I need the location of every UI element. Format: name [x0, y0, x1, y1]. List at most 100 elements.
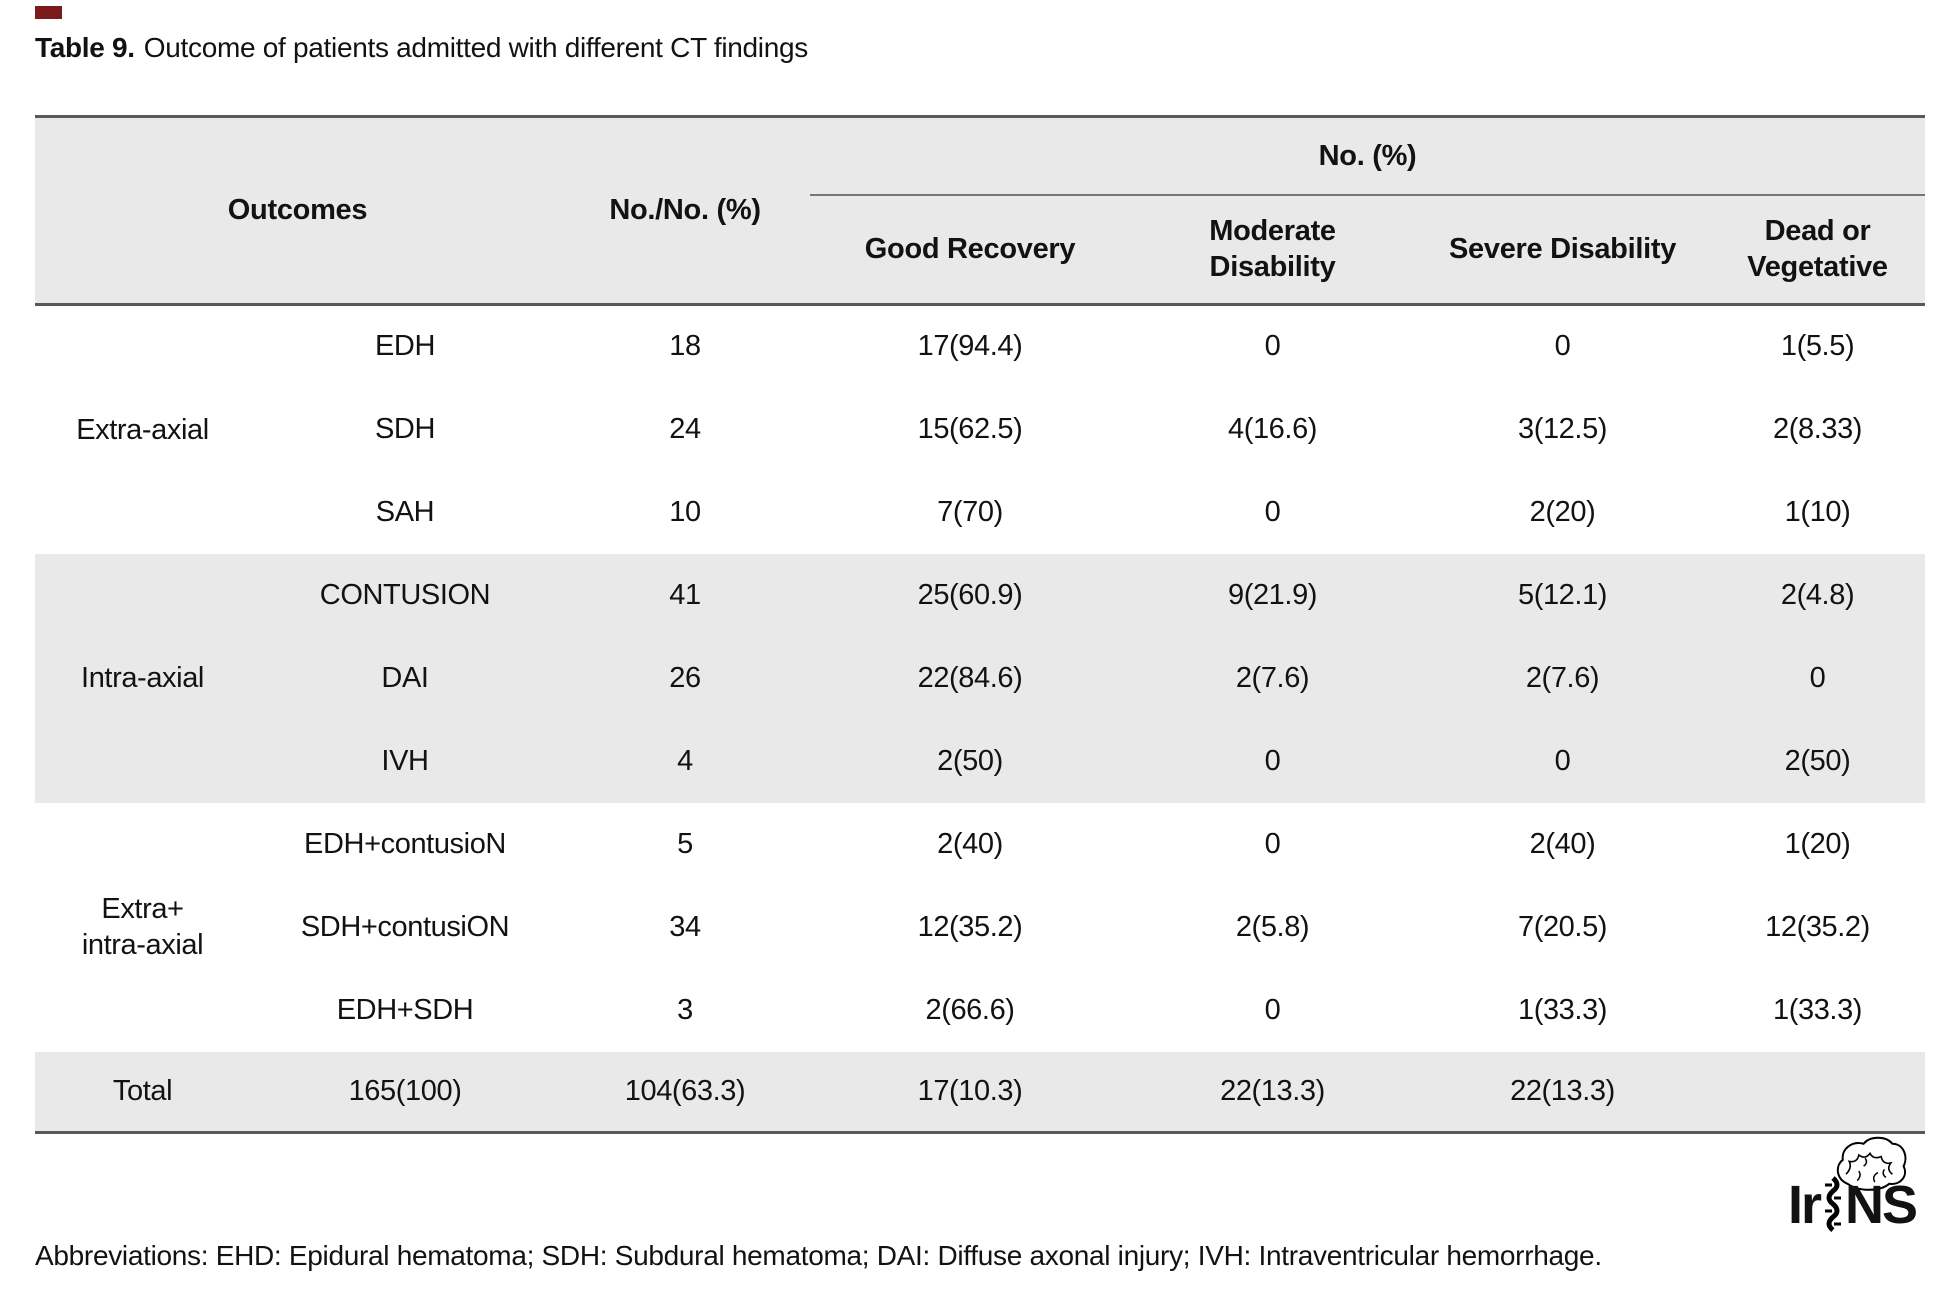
table-row-sdh: SDH 24 15(62.5) 4(16.6) 3(12.5) 2(8.33): [35, 388, 1925, 471]
cell-moderate: 0: [1130, 719, 1416, 803]
brain-icon: [1836, 1136, 1907, 1191]
table-row-contusion: Intra-axial CONTUSION 41 25(60.9) 9(21.9…: [35, 553, 1926, 803]
cell-moderate: 4(16.6): [1227, 412, 1318, 445]
table-row-ivh: IVH 4 2(50) 0 0 2(50): [35, 719, 1926, 803]
cell-n: 26: [560, 636, 811, 720]
total-cell: 104(63.3): [560, 1051, 811, 1134]
cell-subtype: IVH: [250, 719, 561, 803]
cell-severe: 2(40): [1529, 827, 1596, 860]
header-no-no: No./No. (%): [560, 116, 811, 306]
table-body: Extra-axial EDH 18 17(94.4) 0 0 1(5.5) S…: [35, 305, 1926, 1134]
table-row-total: Total 165(100) 104(63.3) 17(10.3) 22(13.…: [35, 1051, 1926, 1134]
cell-subtype: SDH: [374, 412, 436, 445]
cell-dead: 2(4.8): [1710, 553, 1926, 637]
logo-text-left: Ir: [1788, 1175, 1822, 1235]
table-row-edh-sdh: EDH+SDH 3 2(66.6) 0 1(33.3) 1(33.3): [35, 969, 1925, 1052]
corner-mark: [35, 6, 62, 19]
total-cell: 17(10.3): [810, 1051, 1131, 1134]
logo-text-right: NS: [1845, 1175, 1918, 1235]
table-row-edh: Extra-axial EDH 18 17(94.4) 0 0 1(5.5): [35, 305, 1925, 445]
cell-n: 5: [677, 827, 693, 860]
cell-subtype: SDH+contusiON: [300, 910, 510, 943]
cell-dead: 2(8.33): [1772, 412, 1863, 445]
total-cell: 165(100): [250, 1051, 561, 1134]
cell-severe: 3(12.5): [1517, 412, 1608, 445]
cell-good: 22(84.6): [810, 636, 1131, 720]
group-label-intra-axial: Intra-axial: [35, 553, 250, 803]
cell-dead: 1(10): [1784, 495, 1851, 528]
header-row-sub: Good Recovery Moderate Disability Severe…: [35, 194, 1926, 306]
cell-dead: 1(33.3): [1772, 993, 1863, 1026]
cell-good: 15(62.5): [917, 412, 1023, 445]
cell-severe: 5(12.1): [1415, 553, 1711, 637]
total-cell: 22(13.3): [1415, 1051, 1711, 1134]
table-title: Table 9. Outcome of patients admitted wit…: [35, 32, 808, 64]
spine-icon: [1825, 1176, 1842, 1232]
cell-moderate: 2(5.8): [1235, 910, 1310, 943]
cell-severe: 7(20.5): [1517, 910, 1608, 943]
table-row-sah: SAH 10 7(70) 0 2(20) 1(10): [35, 471, 1925, 554]
cell-good: 2(66.6): [925, 993, 1015, 1026]
cell-moderate: 0: [1264, 495, 1281, 528]
table-row-edh-contusion: Extra+ intra-axial EDH+contusioN 5 2(40)…: [35, 803, 1925, 962]
outcomes-table: Outcomes No./No. (%) No. (%) Good Recove…: [35, 115, 1926, 1134]
table-title-text: Outcome of patients admitted with differ…: [143, 32, 808, 63]
cell-severe: 2(20): [1529, 495, 1596, 528]
table-row-dai: DAI 26 22(84.6) 2(7.6) 2(7.6) 0: [35, 636, 1926, 720]
cell-severe: 0: [1554, 330, 1571, 363]
cell-severe: 0: [1415, 719, 1711, 803]
cell-n: 4: [560, 719, 811, 803]
journal-logo-text: Ir NS: [1788, 1175, 1918, 1235]
cell-good: 12(35.2): [917, 910, 1023, 943]
abbreviations-note: Abbreviations: EHD: Epidural hematoma; S…: [35, 1240, 1602, 1271]
cell-subtype: CONTUSION: [250, 553, 561, 637]
total-cell: 22(13.3): [1130, 1051, 1416, 1134]
cell-good: 2(50): [810, 719, 1131, 803]
cell-subtype: EDH+contusioN: [304, 827, 506, 860]
cell-n: 10: [669, 495, 701, 528]
total-label: Total: [35, 1051, 250, 1134]
cell-n: 3: [677, 993, 693, 1026]
header-row-top: Outcomes No./No. (%) No. (%): [35, 116, 1926, 306]
cell-moderate: 0: [1264, 993, 1281, 1026]
cell-dead: 12(35.2): [1765, 910, 1870, 943]
total-cell: [1710, 1051, 1926, 1134]
cell-good: 2(40): [937, 827, 1003, 860]
header-moderate-disability: Moderate Disability: [1130, 194, 1416, 306]
cell-subtype: SAH: [375, 495, 435, 528]
group-label-extra-intra-axial: Extra+ intra-axial: [81, 892, 204, 961]
cell-n: 41: [560, 553, 811, 637]
cell-dead: 1(5.5): [1780, 330, 1855, 363]
cell-good: 17(94.4): [917, 330, 1023, 363]
cell-severe: 2(7.6): [1415, 636, 1711, 720]
cell-subtype: EDH+SDH: [336, 993, 474, 1026]
group-label-extra-axial: Extra-axial: [76, 413, 209, 446]
header-outcomes: Outcomes: [35, 116, 561, 306]
cell-n: 24: [669, 412, 701, 445]
cell-n: 34: [669, 910, 701, 943]
header-good-recovery: Good Recovery: [810, 194, 1131, 306]
cell-moderate: 0: [1264, 330, 1281, 363]
cell-dead: 1(20): [1784, 827, 1851, 860]
table-header: Outcomes No./No. (%) No. (%) Good Recove…: [35, 116, 1926, 306]
header-moderate-disability-label: Moderate Disability: [1209, 215, 1336, 284]
header-dead-vegetative: Dead or Vegetative: [1710, 194, 1926, 306]
cell-severe: 1(33.3): [1517, 993, 1608, 1026]
cell-good: 7(70): [937, 495, 1003, 528]
cell-dead: 0: [1710, 636, 1926, 720]
cell-good: 25(60.9): [810, 553, 1131, 637]
cell-n: 18: [669, 330, 701, 363]
header-severe-disability-label: Severe Disability: [1449, 233, 1677, 266]
cell-moderate: 2(7.6): [1130, 636, 1416, 720]
header-good-recovery-label: Good Recovery: [864, 233, 1076, 266]
table-title-label: Table 9.: [35, 32, 135, 63]
header-no-pct: No. (%): [810, 116, 1926, 196]
header-severe-disability: Severe Disability: [1415, 194, 1711, 306]
cell-moderate: 9(21.9): [1130, 553, 1416, 637]
cell-subtype: EDH: [374, 330, 436, 363]
table-row-sdh-contusion: SDH+contusiON 34 12(35.2) 2(5.8) 7(20.5)…: [35, 886, 1925, 969]
cell-dead: 2(50): [1710, 719, 1926, 803]
cell-moderate: 0: [1264, 827, 1281, 860]
journal-logo: Ir NS: [1788, 1136, 1938, 1238]
